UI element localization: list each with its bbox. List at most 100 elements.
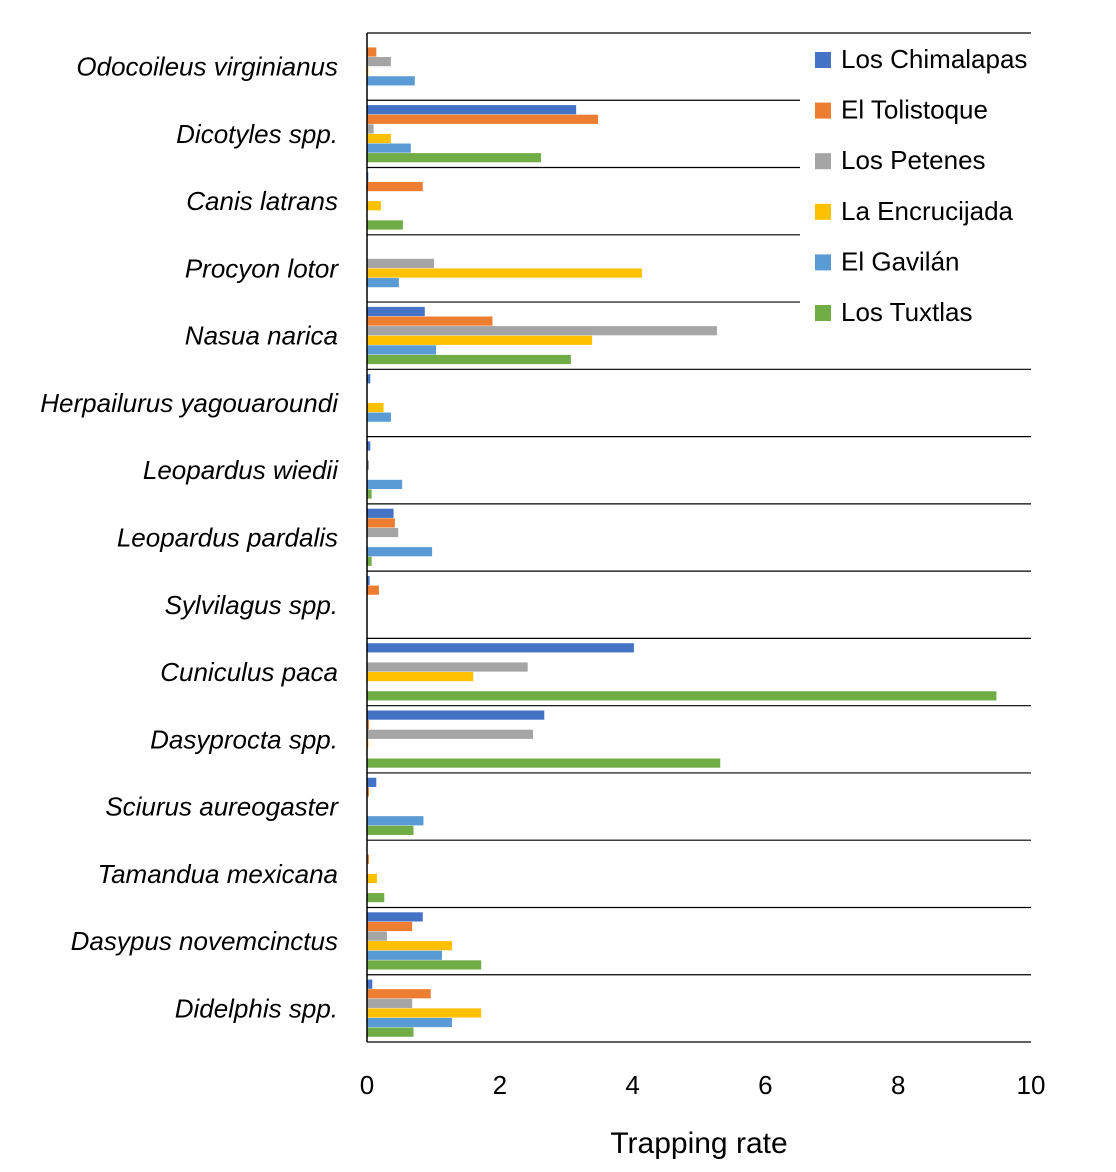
bar	[367, 662, 528, 672]
category-separators	[367, 32, 1031, 1043]
bar	[367, 873, 377, 884]
bar	[367, 220, 403, 230]
category-labels: Odocoileus virginianus Dicotyles spp. Cani…	[40, 52, 339, 1024]
legend-swatch	[815, 203, 831, 220]
legend-swatch	[815, 254, 831, 271]
bar	[367, 76, 415, 86]
bar	[367, 181, 423, 192]
bar	[367, 912, 423, 922]
bar	[367, 326, 717, 336]
bar	[367, 1008, 482, 1018]
category-label: Nasua narica	[185, 321, 338, 351]
bar	[367, 989, 431, 999]
bar	[367, 268, 642, 278]
x-tick-label: 4	[625, 1070, 639, 1100]
x-axis-title: Trapping rate	[610, 1127, 787, 1160]
category-label: Odocoileus virginianus	[76, 52, 338, 82]
legend-swatch	[815, 52, 831, 68]
category-label: Procyon lotor	[185, 253, 340, 283]
bar	[367, 921, 413, 932]
bar	[367, 479, 403, 490]
bars	[367, 47, 997, 1037]
bar	[367, 931, 387, 941]
category-label: Sciurus aureogaster	[105, 792, 339, 822]
bar	[367, 527, 399, 538]
bar	[367, 854, 369, 864]
bar	[367, 777, 377, 787]
category-label: Didelphis spp.	[175, 993, 338, 1023]
bar	[367, 710, 545, 720]
legend-label: Los Chimalapas	[841, 44, 1027, 74]
bar	[367, 508, 394, 518]
bar	[367, 518, 395, 528]
bar	[367, 643, 634, 653]
bar	[367, 729, 533, 739]
category-label: Leopardus wiedii	[143, 455, 339, 485]
x-tick-labels: 0 2 4 6 8 10	[360, 1070, 1046, 1100]
category-label: Dicotyles spp.	[176, 119, 338, 149]
bar	[367, 460, 369, 470]
legend-label: El Tolistoque	[841, 95, 988, 125]
legend: Los Chimalapas El Tolistoque Los Petenes La…	[800, 34, 1100, 334]
bar	[367, 201, 381, 211]
bar	[367, 1027, 414, 1037]
x-tick-label: 2	[493, 1070, 507, 1100]
category-label: Sylvilagus spp.	[165, 590, 338, 620]
bar	[367, 258, 435, 269]
bar	[367, 114, 599, 124]
category-label: Leopardus pardalis	[117, 523, 338, 553]
bar	[367, 979, 373, 989]
bar	[367, 825, 414, 835]
category-label: Dasyprocta spp.	[150, 724, 338, 754]
bar	[367, 950, 443, 960]
bar	[367, 412, 391, 422]
bar	[367, 816, 424, 826]
legend-swatch	[815, 153, 831, 170]
legend-swatch	[815, 102, 831, 119]
legend-label: La Encrucijada	[841, 196, 1014, 226]
bar	[367, 402, 384, 413]
bar	[367, 105, 577, 115]
bar	[367, 575, 370, 586]
x-tick-label: 10	[1017, 1070, 1046, 1100]
bar	[367, 153, 541, 163]
bar	[367, 354, 571, 365]
x-tick-label: 6	[758, 1070, 772, 1100]
bar	[367, 893, 385, 903]
category-label: Cuniculus paca	[160, 657, 338, 687]
legend-background	[800, 34, 1100, 334]
bar	[367, 585, 379, 595]
category-label: Tamandua mexicana	[98, 859, 338, 889]
bar	[367, 547, 433, 557]
bar	[367, 1017, 452, 1028]
bar	[367, 672, 474, 682]
bar	[367, 960, 482, 970]
legend-label: El Gavilán	[841, 246, 960, 276]
x-tick-label: 8	[891, 1070, 905, 1100]
x-tick-label: 0	[360, 1070, 374, 1100]
bar	[367, 345, 437, 355]
bar	[367, 441, 371, 451]
bar	[367, 316, 493, 326]
category-label: Dasypus novemcinctus	[71, 926, 338, 956]
category-label: Herpailurus yagouaroundi	[40, 388, 339, 418]
bar	[367, 124, 374, 134]
bar	[367, 998, 413, 1008]
bar	[367, 143, 411, 153]
bar	[367, 57, 391, 67]
bar	[367, 489, 372, 499]
bar	[367, 941, 452, 951]
bar	[367, 758, 721, 768]
legend-label: Los Petenes	[841, 145, 986, 175]
bar	[367, 278, 399, 288]
bar	[367, 691, 997, 701]
legend-swatch	[815, 305, 831, 321]
bar	[367, 335, 593, 345]
bar	[367, 720, 369, 730]
category-label: Canis latrans	[186, 186, 338, 216]
bar	[367, 556, 372, 566]
bar	[367, 787, 369, 797]
bar	[367, 374, 371, 384]
bar	[367, 133, 391, 144]
